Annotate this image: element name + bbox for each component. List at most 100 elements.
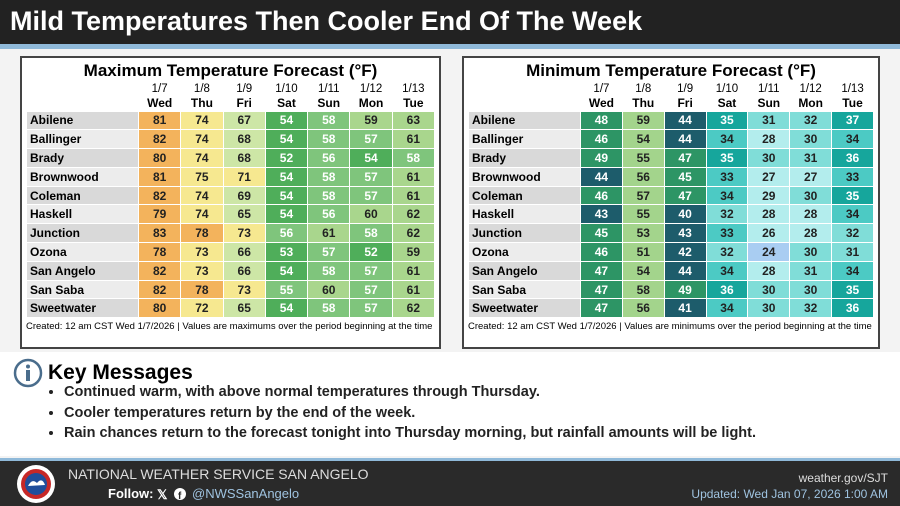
follow: Follow:: [108, 486, 154, 501]
temperature: 28: [789, 223, 833, 244]
city-row: Ballinger 46 54 44 34 28 30 34: [468, 129, 874, 150]
day: Wed: [147, 96, 173, 111]
temperature: 27: [789, 166, 833, 187]
handle[interactable]: @NWSSanAngelo: [192, 486, 300, 501]
temperature: 58: [307, 185, 351, 206]
date: 1/11: [758, 82, 780, 95]
message: Rain chances return to the forecast toni…: [64, 423, 756, 444]
temperature: 82: [137, 129, 182, 150]
temperature: 55: [621, 148, 665, 168]
temperature: 54: [621, 129, 665, 150]
temperature: 47: [580, 298, 623, 319]
url[interactable]: weather.gov/SJT: [798, 471, 888, 485]
day: Tue: [842, 96, 863, 111]
date: 1/12: [359, 82, 383, 95]
message-list: Continued warm, with above normal temper…: [40, 382, 756, 444]
temperature: 40: [663, 204, 707, 225]
city-name: Sweetwater: [468, 298, 581, 319]
temperature: 78: [180, 223, 224, 244]
temperature: 57: [621, 185, 665, 206]
temperature: 32: [789, 298, 833, 319]
city-name: San Angelo: [468, 260, 581, 281]
temperature: 42: [663, 242, 707, 262]
max-table-panel: Maximum Temperature Forecast (°F) 1/7 1/8 1…: [20, 56, 441, 349]
temperature: 82: [137, 185, 182, 206]
temperature: 31: [747, 110, 791, 131]
temperature: 72: [180, 298, 224, 319]
temperature: 34: [705, 129, 749, 150]
date: 1/9: [236, 82, 253, 95]
city-name: Ozona: [26, 242, 139, 262]
temperature: 54: [621, 260, 665, 281]
temperature: 29: [747, 185, 791, 206]
footer: NATIONAL WEATHER SERVICE SAN ANGELO Foll…: [0, 458, 900, 506]
temperature: 58: [391, 148, 436, 168]
temperature: 24: [747, 242, 791, 262]
temperature: 58: [349, 223, 393, 244]
day: Wed: [588, 96, 614, 111]
info-icon: [13, 358, 43, 388]
temperature: 49: [580, 148, 623, 168]
temperature: 45: [580, 223, 623, 244]
temperature: 31: [831, 242, 874, 262]
temperature: 54: [264, 110, 309, 131]
day: Mon: [798, 96, 823, 111]
temperature: 28: [747, 204, 791, 225]
city-row: Brownwood 44 56 45 33 27 27 33: [468, 166, 874, 187]
city-row: Brady 49 55 47 35 30 31 36: [468, 148, 874, 168]
city-name: Brownwood: [26, 166, 139, 187]
city-name: Brady: [26, 148, 139, 168]
table-title: Minimum Temperature Forecast (°F): [526, 61, 816, 80]
temperature: 68: [222, 129, 266, 150]
temperature: 26: [747, 223, 791, 244]
blank: [469, 81, 581, 96]
temperature: 74: [180, 129, 224, 150]
temperature: 58: [307, 129, 351, 150]
temperature: 53: [264, 242, 309, 262]
city-name: Junction: [26, 223, 139, 244]
day: Sun: [317, 96, 341, 111]
temperature: 44: [663, 110, 707, 131]
temperature: 73: [222, 279, 266, 300]
temperature: 61: [391, 166, 436, 187]
city-name: San Saba: [468, 279, 581, 300]
city-row: San Saba 82 78 73 55 60 57 61: [26, 279, 436, 300]
temperature: 60: [307, 279, 351, 300]
temperature: 80: [137, 298, 182, 319]
city-name: Brownwood: [468, 166, 581, 187]
temperature: 43: [663, 223, 707, 244]
temperature: 31: [789, 148, 833, 168]
city-row: Ozona 46 51 42 32 24 30 31: [468, 242, 874, 262]
temperature: 83: [137, 223, 182, 244]
temperature: 57: [349, 166, 393, 187]
temperature: 62: [391, 298, 436, 319]
temperature: 71: [222, 166, 266, 187]
title: Mild Temperatures Then Cooler End Of The…: [0, 0, 900, 44]
message: Continued warm, with above normal temper…: [64, 382, 756, 403]
temperature: 52: [264, 148, 309, 168]
temperature: 36: [831, 148, 874, 168]
temperature: 47: [663, 185, 707, 206]
temperature: 30: [789, 242, 833, 262]
temperature: 66: [222, 260, 266, 281]
updated: Updated: Wed Jan 07, 2026 1:00 AM: [691, 487, 888, 501]
day-row: Wed Thu Fri Sat Sun Mon Tue: [469, 96, 874, 111]
city-row: San Angelo 47 54 44 34 28 31 34: [468, 260, 874, 281]
city-row: Haskell 79 74 65 54 56 60 62: [26, 204, 436, 225]
temperature: 37: [831, 110, 874, 131]
key-messages: Key Messages Continued warm, with above …: [0, 352, 900, 456]
date: 1/11: [318, 82, 340, 95]
city-row: Ozona 78 73 66 53 57 52 59: [26, 242, 436, 262]
temperature: 58: [307, 110, 351, 131]
city-name: Junction: [468, 223, 581, 244]
temperature: 61: [391, 260, 436, 281]
temperature: 47: [580, 260, 623, 281]
city-row: Abilene 48 59 44 35 31 32 37: [468, 110, 874, 131]
temperature: 34: [705, 298, 749, 319]
temperature: 81: [137, 110, 182, 131]
date: 1/12: [799, 82, 822, 95]
temperature: 73: [180, 242, 224, 262]
temperature: 28: [747, 260, 791, 281]
temperature: 46: [580, 129, 623, 150]
